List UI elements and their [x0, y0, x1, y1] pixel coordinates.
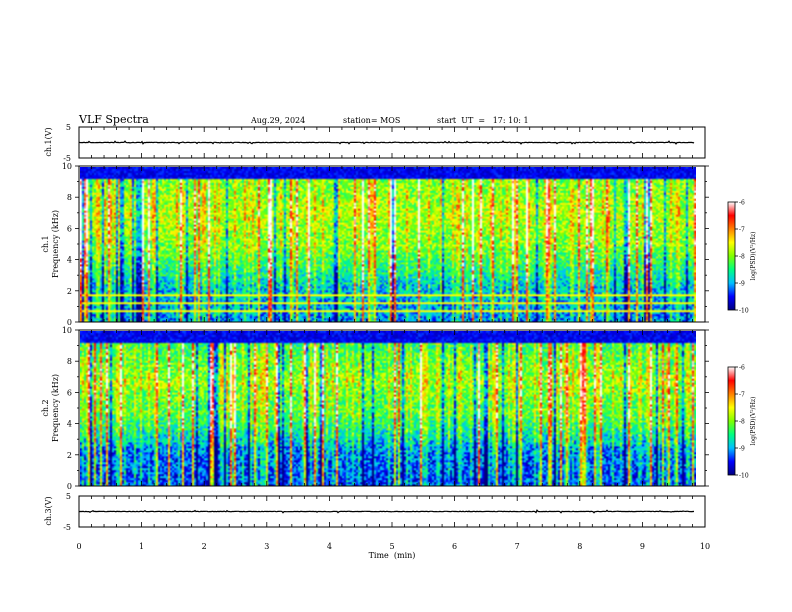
colorbar-label: log(PSD)(V²/Hz) — [750, 397, 757, 446]
ch1-waveform-trace — [78, 140, 695, 145]
ch2-colorbar: -6 -7 -8 -9 -10 log(PSD)(V²/Hz) — [727, 365, 757, 480]
x-tick-label: 0 — [76, 542, 81, 551]
x-tick-label: 4 — [327, 542, 332, 551]
y-tick-label: 10 — [62, 162, 72, 171]
x-tick-label: 8 — [577, 542, 582, 551]
ch2-frequency-label: Frequency (kHz) — [51, 374, 60, 442]
ch2-channel-label: ch.2 — [41, 399, 50, 416]
ch1-colorbar: -6 -7 -8 -9 -10 log(PSD)(V²/Hz) — [727, 200, 757, 315]
figure-title: VLF Spectra — [78, 113, 149, 126]
x-tick-label: 7 — [515, 542, 520, 551]
date-label: Aug.29, 2024 — [250, 116, 305, 125]
ch1-spectrogram-panel: 0 2 4 6 8 10 ch.1 Frequency (kHz) — [41, 162, 709, 327]
ch1-waveform-frame — [78, 126, 706, 159]
colorbar-gradient — [728, 202, 735, 310]
colorbar-tick-label: -6 — [739, 365, 745, 372]
colorbar-tick-label: -10 — [739, 473, 749, 480]
ch1-ytick-top: 5 — [66, 123, 71, 132]
x-tick-label: 5 — [389, 542, 394, 551]
x-tick-label: 3 — [264, 542, 269, 551]
colorbar-tick-label: -8 — [739, 419, 745, 426]
station-label: station= MOS — [343, 116, 400, 125]
ch2-spectrogram-panel: 0 2 4 6 8 10 ch.2 Frequency (kHz) — [41, 326, 709, 491]
start-time-label: start UT = 17: 10: 1 — [437, 116, 529, 125]
y-tick-label: 6 — [67, 388, 72, 397]
colorbar-tick-label: -9 — [739, 281, 745, 288]
x-tick-label: 1 — [139, 542, 144, 551]
y-tick-label: 8 — [67, 193, 72, 202]
x-tick-label: 10 — [700, 542, 710, 551]
ch3-waveform-panel: 5 -5 ch.3(V) 0 1 2 3 4 5 6 7 8 9 10 Time (min) — [44, 492, 710, 560]
x-axis-label: Time (min) — [369, 551, 416, 560]
y-tick-label: 10 — [62, 326, 72, 335]
x-tick-label: 9 — [640, 542, 645, 551]
ch1-waveform-panel: 5 -5 ch.1(V) — [44, 123, 706, 163]
colorbar-tick-label: -8 — [739, 254, 745, 261]
colorbar-tick-label: -7 — [739, 227, 745, 234]
colorbar-tick-label: -10 — [739, 308, 749, 315]
ch1-spectrogram-image — [80, 167, 696, 322]
y-tick-label: 4 — [67, 256, 72, 265]
y-tick-label: 2 — [67, 287, 72, 296]
y-tick-label: 6 — [67, 224, 72, 233]
x-tick-label: 6 — [452, 542, 457, 551]
colorbar-tick-label: -6 — [739, 200, 745, 207]
colorbar-tick-label: -7 — [739, 392, 745, 399]
ch1-channel-label: ch.1 — [41, 235, 50, 252]
ch3-waveform-trace — [78, 509, 695, 514]
ch3-ytick-bottom: -5 — [63, 523, 71, 532]
ch2-spectrogram-image — [80, 331, 696, 486]
y-tick-label: 0 — [67, 318, 72, 327]
y-tick-label: 0 — [67, 482, 72, 491]
ch1-frequency-label: Frequency (kHz) — [51, 210, 60, 278]
y-tick-label: 8 — [67, 357, 72, 366]
ch3-waveform-frame — [78, 495, 706, 528]
colorbar-tick-label: -9 — [739, 446, 745, 453]
ch3-ytick-top: 5 — [66, 492, 71, 501]
x-tick-label: 2 — [202, 542, 207, 551]
y-tick-label: 4 — [67, 420, 72, 429]
ch3-waveform-ylabel: ch.3(V) — [44, 496, 53, 525]
y-tick-label: 2 — [67, 451, 72, 460]
ch1-ytick-bottom: -5 — [63, 154, 71, 163]
colorbar-gradient — [728, 367, 735, 475]
ch1-waveform-ylabel: ch.1(V) — [44, 127, 53, 156]
colorbar-label: log(PSD)(V²/Hz) — [750, 232, 757, 281]
